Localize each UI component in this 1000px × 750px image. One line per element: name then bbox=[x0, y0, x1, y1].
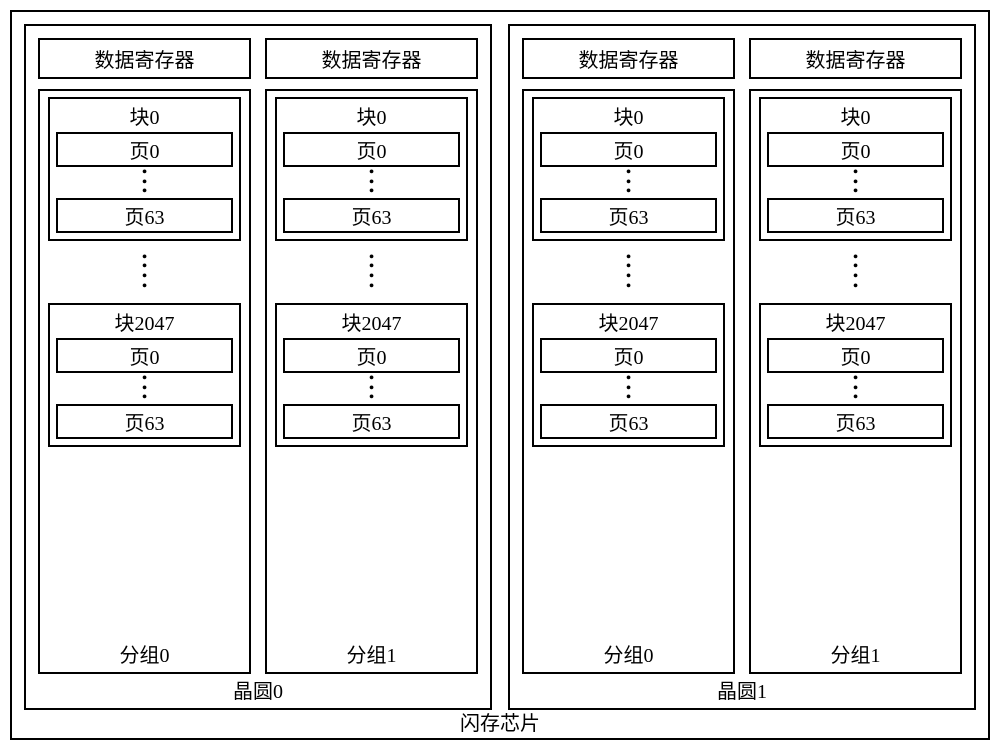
block-label: 块0 bbox=[56, 101, 233, 130]
block-first: 块0 页0 ••• 页63 bbox=[532, 97, 725, 241]
blocks-area: 块0 页0 ••• 页63 •••• 块2047 页0 ••• 页63 bbox=[759, 97, 952, 447]
plane-label: 分组1 bbox=[275, 637, 468, 668]
plane-body: 块0 页0 ••• 页63 •••• 块2047 页0 ••• 页63 分组1 bbox=[265, 89, 478, 674]
data-register: 数据寄存器 bbox=[749, 38, 962, 79]
vdots-icon: ••• bbox=[767, 373, 944, 404]
page-first: 页0 bbox=[767, 132, 944, 167]
page-last: 页63 bbox=[767, 198, 944, 233]
block-label: 块0 bbox=[767, 101, 944, 130]
die-1-plane-0: 数据寄存器 块0 页0 ••• 页63 •••• 块2047 页0 ••• 页6… bbox=[522, 38, 735, 674]
block-first: 块0 页0 ••• 页63 bbox=[48, 97, 241, 241]
die-0: 晶圆0 数据寄存器 块0 页0 ••• 页63 •••• 块2047 页0 •• bbox=[24, 24, 492, 710]
block-last: 块2047 页0 ••• 页63 bbox=[48, 303, 241, 447]
block-label: 块0 bbox=[283, 101, 460, 130]
block-last: 块2047 页0 ••• 页63 bbox=[275, 303, 468, 447]
data-register: 数据寄存器 bbox=[38, 38, 251, 79]
plane-body: 块0 页0 ••• 页63 •••• 块2047 页0 ••• 页63 分组1 bbox=[749, 89, 962, 674]
die-0-plane-1: 数据寄存器 块0 页0 ••• 页63 •••• 块2047 页0 ••• 页6… bbox=[265, 38, 478, 674]
vdots-icon: •••• bbox=[48, 241, 241, 303]
vdots-icon: ••• bbox=[540, 373, 717, 404]
vdots-icon: ••• bbox=[283, 373, 460, 404]
blocks-area: 块0 页0 ••• 页63 •••• 块2047 页0 ••• 页63 bbox=[275, 97, 468, 447]
plane-label: 分组1 bbox=[759, 637, 952, 668]
die-1-label: 晶圆1 bbox=[717, 675, 767, 704]
chip-label: 闪存芯片 bbox=[460, 707, 540, 736]
flash-chip: 闪存芯片 晶圆0 数据寄存器 块0 页0 ••• 页63 •••• 块2047 … bbox=[10, 10, 990, 740]
plane-label: 分组0 bbox=[48, 637, 241, 668]
plane-body: 块0 页0 ••• 页63 •••• 块2047 页0 ••• 页63 分组0 bbox=[522, 89, 735, 674]
page-last: 页63 bbox=[283, 198, 460, 233]
block-first: 块0 页0 ••• 页63 bbox=[759, 97, 952, 241]
page-last: 页63 bbox=[767, 404, 944, 439]
page-first: 页0 bbox=[540, 132, 717, 167]
vdots-icon: •••• bbox=[759, 241, 952, 303]
page-first: 页0 bbox=[56, 338, 233, 373]
page-last: 页63 bbox=[540, 404, 717, 439]
vdots-icon: ••• bbox=[56, 167, 233, 198]
page-first: 页0 bbox=[283, 132, 460, 167]
data-register: 数据寄存器 bbox=[265, 38, 478, 79]
vdots-icon: ••• bbox=[767, 167, 944, 198]
block-last: 块2047 页0 ••• 页63 bbox=[759, 303, 952, 447]
page-first: 页0 bbox=[283, 338, 460, 373]
vdots-icon: ••• bbox=[540, 167, 717, 198]
data-register: 数据寄存器 bbox=[522, 38, 735, 79]
page-first: 页0 bbox=[767, 338, 944, 373]
block-label: 块0 bbox=[540, 101, 717, 130]
block-label: 块2047 bbox=[283, 307, 460, 336]
die-1: 晶圆1 数据寄存器 块0 页0 ••• 页63 •••• 块2047 页0 •• bbox=[508, 24, 976, 710]
page-last: 页63 bbox=[56, 198, 233, 233]
vdots-icon: ••• bbox=[56, 373, 233, 404]
blocks-area: 块0 页0 ••• 页63 •••• 块2047 页0 ••• 页63 bbox=[48, 97, 241, 447]
block-first: 块0 页0 ••• 页63 bbox=[275, 97, 468, 241]
plane-label: 分组0 bbox=[532, 637, 725, 668]
page-last: 页63 bbox=[283, 404, 460, 439]
page-first: 页0 bbox=[56, 132, 233, 167]
blocks-area: 块0 页0 ••• 页63 •••• 块2047 页0 ••• 页63 bbox=[532, 97, 725, 447]
page-first: 页0 bbox=[540, 338, 717, 373]
die-0-plane-0: 数据寄存器 块0 页0 ••• 页63 •••• 块2047 页0 ••• 页6… bbox=[38, 38, 251, 674]
page-last: 页63 bbox=[540, 198, 717, 233]
block-label: 块2047 bbox=[767, 307, 944, 336]
die-1-plane-1: 数据寄存器 块0 页0 ••• 页63 •••• 块2047 页0 ••• 页6… bbox=[749, 38, 962, 674]
vdots-icon: •••• bbox=[275, 241, 468, 303]
page-last: 页63 bbox=[56, 404, 233, 439]
block-label: 块2047 bbox=[540, 307, 717, 336]
die-0-label: 晶圆0 bbox=[233, 675, 283, 704]
vdots-icon: •••• bbox=[532, 241, 725, 303]
block-last: 块2047 页0 ••• 页63 bbox=[532, 303, 725, 447]
plane-body: 块0 页0 ••• 页63 •••• 块2047 页0 ••• 页63 分组0 bbox=[38, 89, 251, 674]
vdots-icon: ••• bbox=[283, 167, 460, 198]
block-label: 块2047 bbox=[56, 307, 233, 336]
